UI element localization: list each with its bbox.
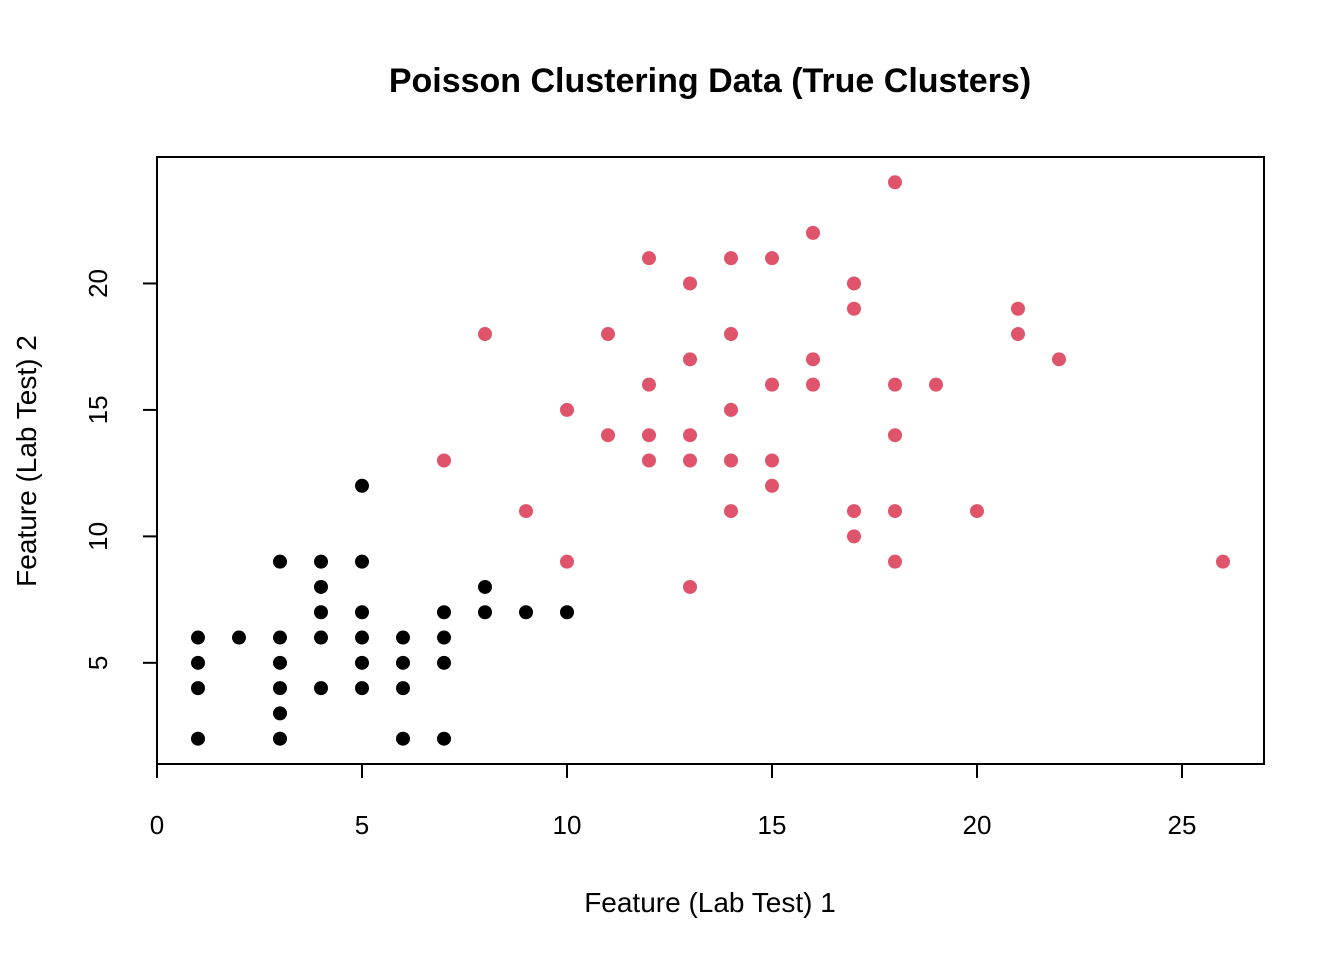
data-point-cluster-2: [847, 529, 861, 544]
data-point-cluster-2: [929, 377, 943, 392]
data-point-cluster-1: [355, 478, 369, 493]
data-point-cluster-2: [437, 453, 451, 468]
data-point-cluster-2: [847, 301, 861, 316]
data-points: [191, 175, 1230, 746]
x-tick-label: 5: [355, 810, 369, 840]
data-point-cluster-1: [519, 605, 533, 620]
data-point-cluster-2: [888, 428, 902, 443]
data-point-cluster-2: [1052, 352, 1066, 367]
data-point-cluster-2: [1011, 301, 1025, 316]
data-point-cluster-2: [642, 453, 656, 468]
data-point-cluster-1: [437, 605, 451, 620]
data-point-cluster-2: [1011, 327, 1025, 342]
data-point-cluster-2: [683, 352, 697, 367]
y-tick-label: 10: [83, 522, 113, 551]
data-point-cluster-2: [765, 377, 779, 392]
data-point-cluster-2: [888, 175, 902, 190]
data-point-cluster-2: [683, 428, 697, 443]
data-point-cluster-1: [314, 630, 328, 645]
data-point-cluster-2: [847, 504, 861, 519]
data-point-cluster-2: [888, 377, 902, 392]
data-point-cluster-2: [847, 276, 861, 291]
y-axis: 5 10 15 20: [83, 269, 158, 670]
x-tick-label: 10: [553, 810, 582, 840]
data-point-cluster-1: [191, 655, 205, 670]
data-point-cluster-1: [273, 655, 287, 670]
data-point-cluster-2: [724, 402, 738, 417]
plot-frame: [156, 156, 1265, 765]
y-axis-label: Feature (Lab Test) 2: [11, 335, 42, 587]
data-point-cluster-2: [806, 377, 820, 392]
data-point-cluster-2: [724, 453, 738, 468]
data-point-cluster-1: [560, 605, 574, 620]
data-point-cluster-2: [806, 352, 820, 367]
data-point-cluster-2: [765, 478, 779, 493]
data-point-cluster-1: [232, 630, 246, 645]
data-point-cluster-1: [191, 630, 205, 645]
data-point-cluster-2: [970, 504, 984, 519]
data-point-cluster-1: [314, 554, 328, 569]
data-point-cluster-1: [273, 706, 287, 721]
data-point-cluster-2: [724, 504, 738, 519]
data-point-cluster-1: [273, 630, 287, 645]
data-point-cluster-1: [273, 731, 287, 746]
data-point-cluster-1: [355, 655, 369, 670]
data-point-cluster-2: [519, 504, 533, 519]
data-point-cluster-1: [396, 681, 410, 696]
data-point-cluster-2: [601, 428, 615, 443]
data-point-cluster-1: [355, 681, 369, 696]
data-point-cluster-2: [806, 225, 820, 240]
data-point-cluster-1: [478, 579, 492, 594]
data-point-cluster-2: [478, 327, 492, 342]
data-point-cluster-2: [683, 276, 697, 291]
x-tick-label: 20: [963, 810, 992, 840]
x-tick-label: 0: [150, 810, 164, 840]
data-point-cluster-1: [437, 731, 451, 746]
x-tick-label: 25: [1168, 810, 1197, 840]
data-point-cluster-2: [724, 251, 738, 266]
data-point-cluster-1: [314, 579, 328, 594]
data-point-cluster-1: [273, 681, 287, 696]
data-point-cluster-2: [765, 453, 779, 468]
data-point-cluster-1: [478, 605, 492, 620]
y-tick-label: 20: [83, 269, 113, 298]
data-point-cluster-1: [437, 630, 451, 645]
y-tick-label: 5: [83, 656, 113, 670]
data-point-cluster-2: [560, 402, 574, 417]
x-tick-label: 15: [758, 810, 787, 840]
data-point-cluster-2: [683, 453, 697, 468]
data-point-cluster-1: [314, 605, 328, 620]
data-point-cluster-2: [888, 504, 902, 519]
chart-title: Poisson Clustering Data (True Clusters): [389, 62, 1031, 100]
data-point-cluster-2: [724, 327, 738, 342]
data-point-cluster-1: [191, 731, 205, 746]
data-point-cluster-1: [355, 554, 369, 569]
data-point-cluster-1: [396, 630, 410, 645]
data-point-cluster-1: [355, 630, 369, 645]
data-point-cluster-1: [396, 655, 410, 670]
data-point-cluster-1: [437, 655, 451, 670]
data-point-cluster-2: [888, 554, 902, 569]
data-point-cluster-2: [765, 251, 779, 266]
data-point-cluster-1: [396, 731, 410, 746]
y-tick-label: 15: [83, 395, 113, 424]
data-point-cluster-2: [683, 579, 697, 594]
data-point-cluster-2: [560, 554, 574, 569]
x-axis: 0 5 10 15 20 25: [150, 763, 1197, 840]
data-point-cluster-1: [191, 681, 205, 696]
data-point-cluster-2: [601, 327, 615, 342]
data-point-cluster-2: [642, 377, 656, 392]
x-axis-label: Feature (Lab Test) 1: [584, 887, 836, 918]
data-point-cluster-1: [355, 605, 369, 620]
data-point-cluster-2: [642, 428, 656, 443]
data-point-cluster-1: [273, 554, 287, 569]
data-point-cluster-2: [1216, 554, 1230, 569]
data-point-cluster-2: [642, 251, 656, 266]
data-point-cluster-1: [314, 681, 328, 696]
